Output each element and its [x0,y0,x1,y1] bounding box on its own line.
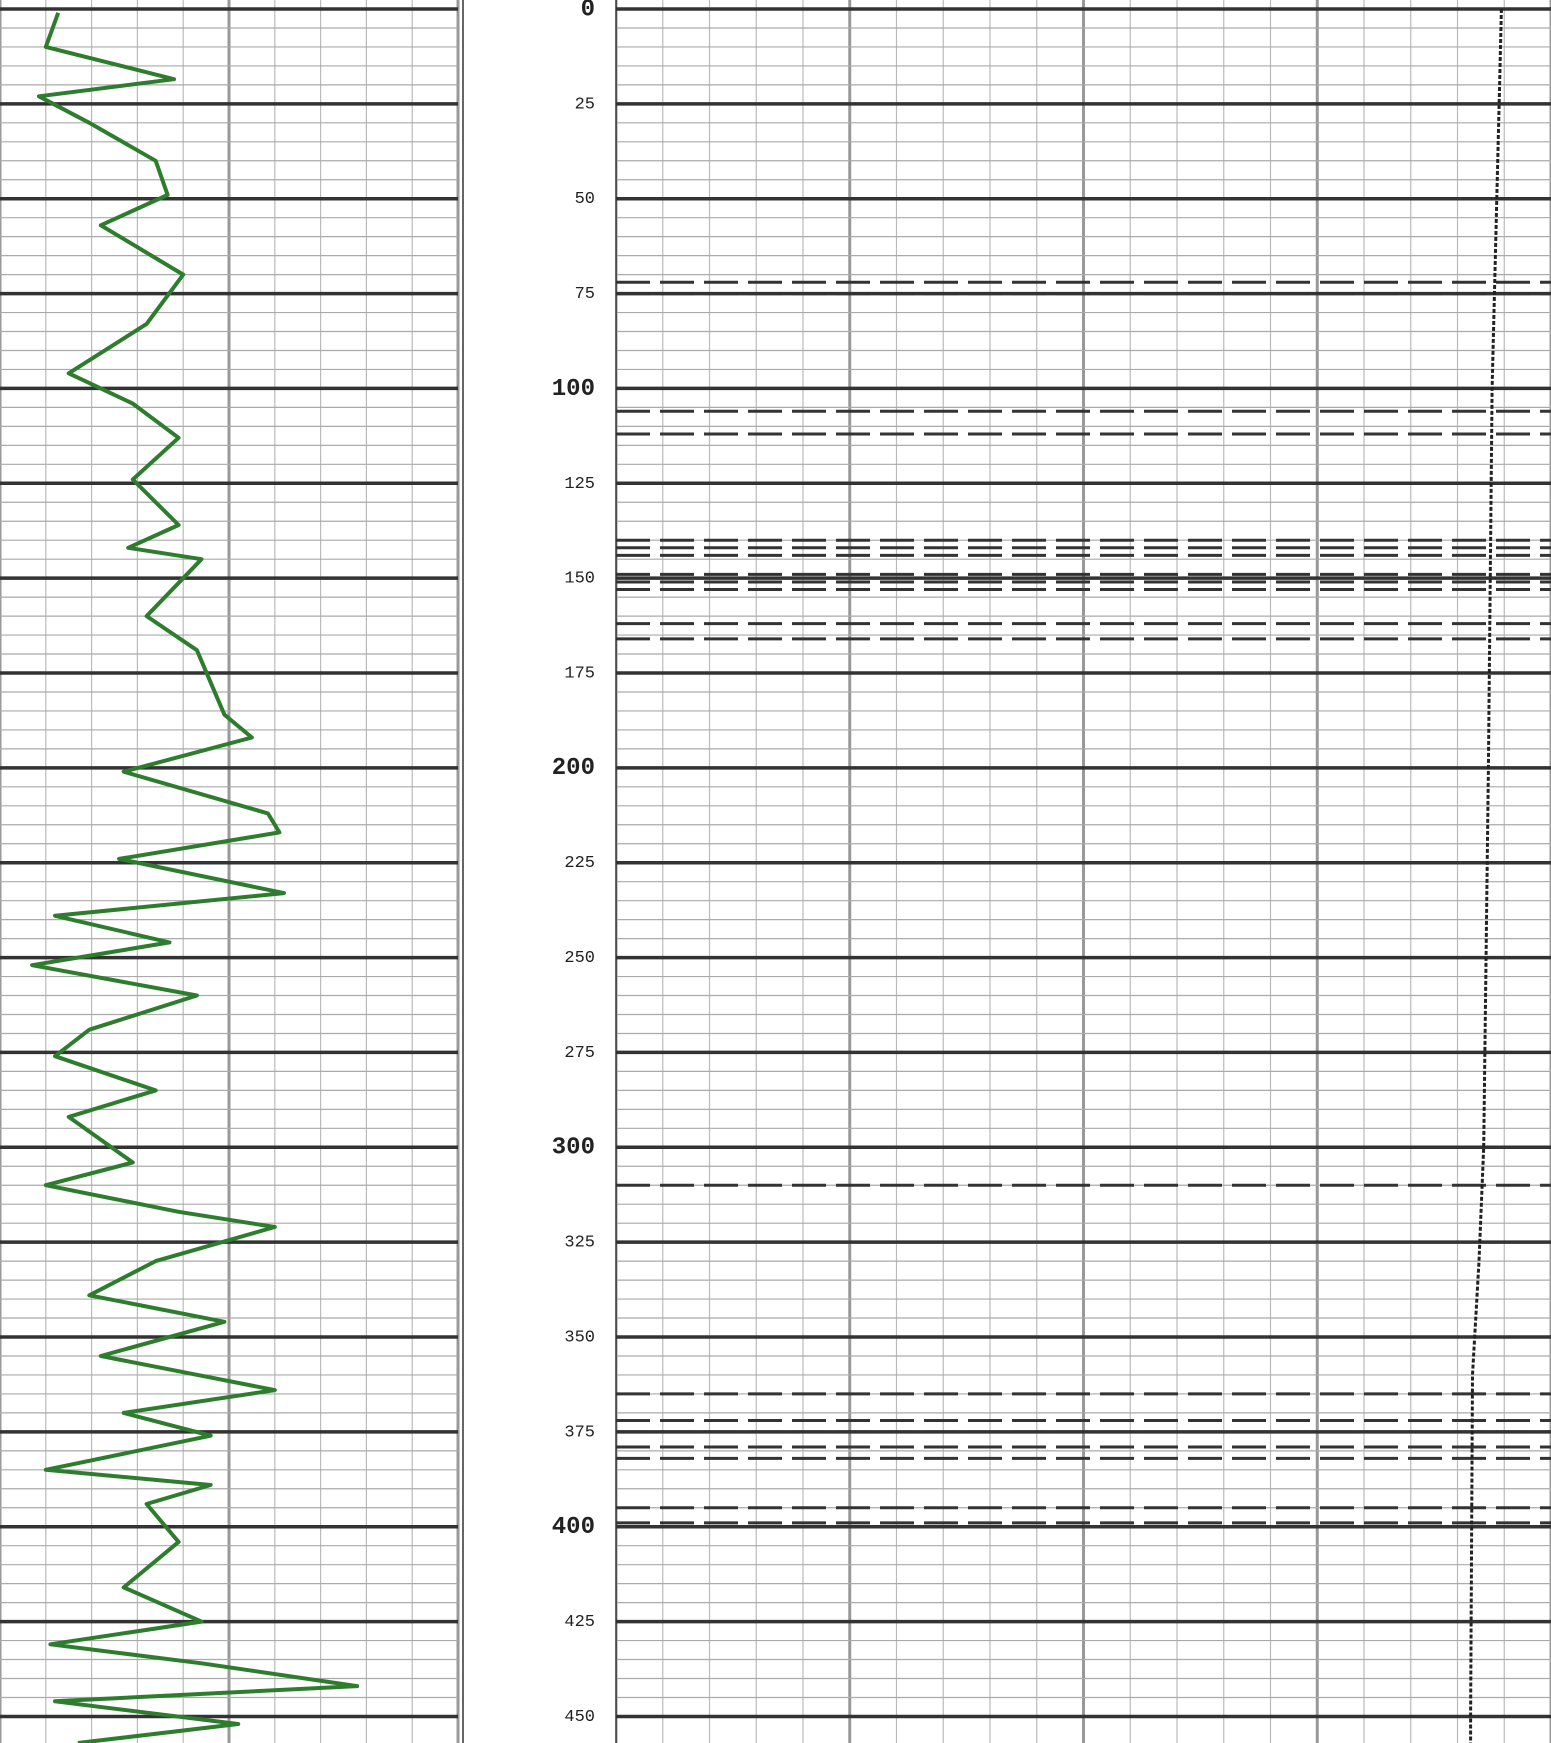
depth-label: 100 [552,376,595,403]
depth-label: 225 [564,854,595,873]
depth-label: 275 [564,1044,595,1063]
depth-label: 0 [581,0,595,23]
depth-label: 150 [564,570,595,589]
depth-label: 300 [552,1135,595,1162]
depth-label: 375 [564,1423,595,1442]
depth-label: 125 [564,475,595,494]
depth-label: 450 [564,1708,595,1727]
depth-label: 250 [564,949,595,968]
depth-label: 325 [564,1234,595,1253]
depth-label: 425 [564,1613,595,1632]
log-curve [1469,8,1503,1743]
depth-label: 400 [552,1514,595,1541]
depth-label: 25 [575,95,595,114]
depth-label: 350 [564,1328,595,1347]
depth-label: 75 [575,285,595,304]
depth-label: 50 [575,190,595,209]
log-curve [30,12,360,1743]
depth-column [462,0,617,1743]
depth-label: 175 [564,664,595,683]
depth-label: 200 [552,755,595,782]
